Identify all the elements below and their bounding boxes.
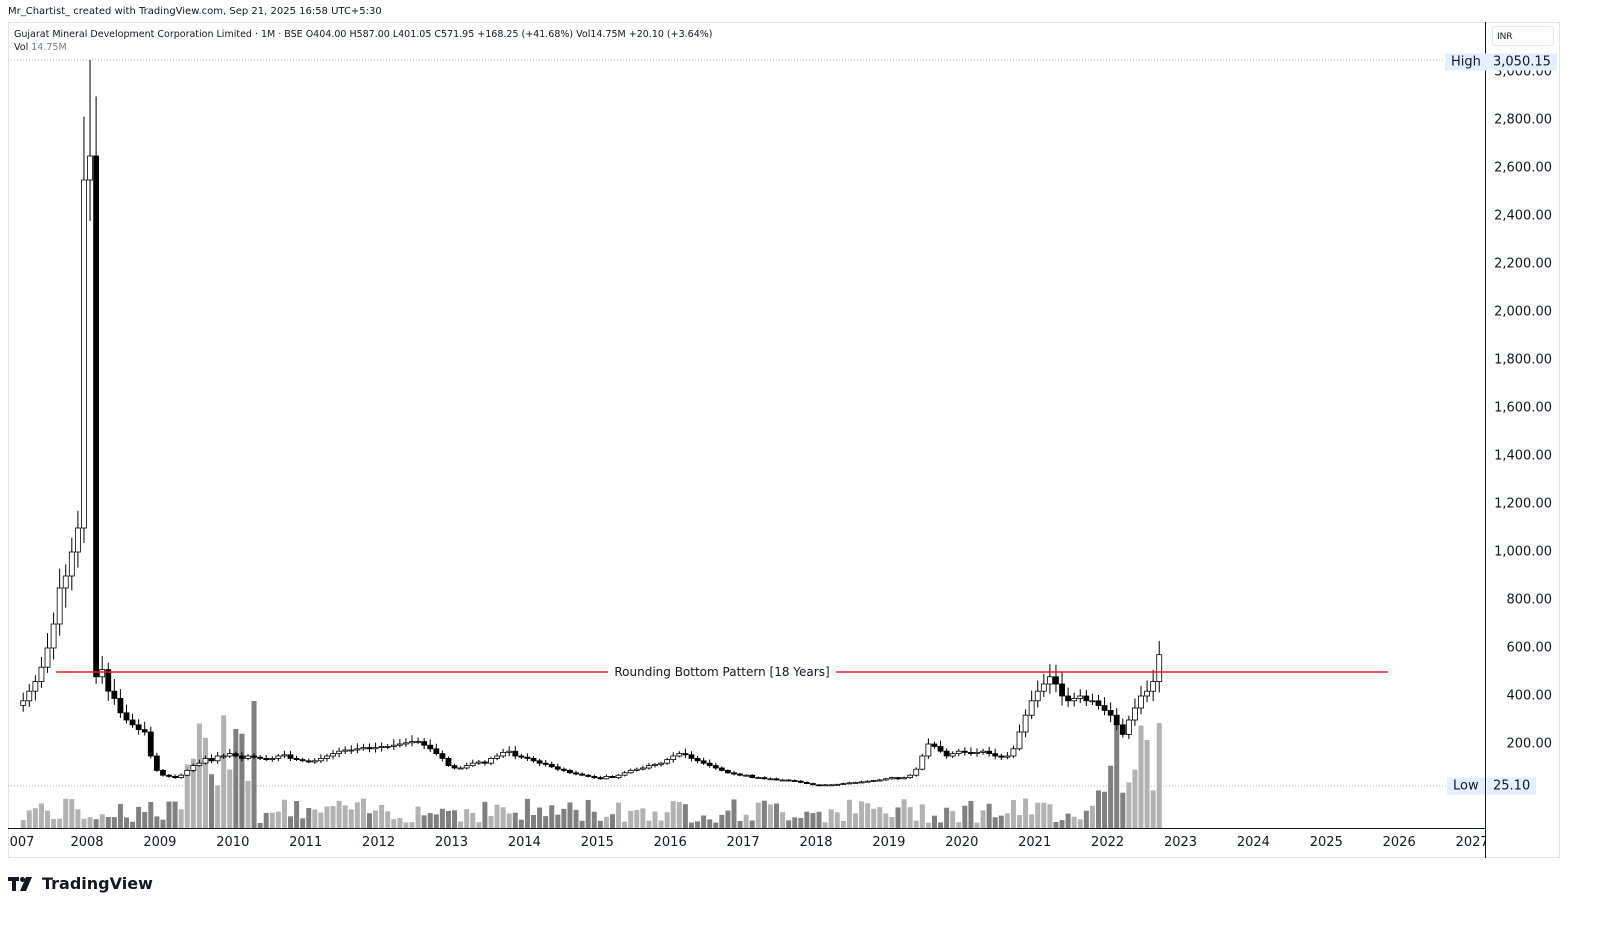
price-axis[interactable]: INR 3,000.00 2,800.00 2,600.00 2,400.00 2,20… (1485, 22, 1560, 858)
time-axis[interactable]: 007 2008 2009 2010 2011 2012 2013 2014 2015 2016 2… (8, 828, 1485, 858)
price-tick: 1,200.00 (1494, 496, 1552, 512)
symbol-info[interactable]: Gujarat Mineral Development Corporation … (14, 29, 713, 40)
low-value-tag: 25.10 (1487, 777, 1537, 795)
price-tick: 2,800.00 (1494, 112, 1552, 128)
tradingview-logo-text: TradingView (42, 874, 153, 893)
year-label: 2017 (726, 835, 760, 850)
price-tick: 2,600.00 (1494, 160, 1552, 176)
year-label: 2010 (216, 835, 250, 850)
high-label-tag: High (1445, 53, 1487, 71)
price-tick: 1,000.00 (1494, 544, 1552, 560)
year-label: 2021 (1018, 835, 1052, 850)
year-label: 2024 (1236, 835, 1270, 850)
volume-bars (20, 701, 1162, 828)
year-label: 2013 (434, 835, 469, 850)
price-tick: 1,800.00 (1494, 352, 1552, 368)
year-label: 2018 (799, 835, 833, 850)
high-value-tag: 3,050.15 (1487, 53, 1557, 71)
low-label-tag: Low (1447, 777, 1485, 795)
price-tick: 800.00 (1506, 592, 1553, 608)
price-tick: 2,400.00 (1494, 208, 1552, 224)
year-label: 2023 (1163, 835, 1198, 850)
currency-button[interactable]: INR (1492, 26, 1554, 46)
year-label: 2027 (1455, 835, 1485, 850)
year-label: 2020 (945, 835, 979, 850)
year-label: 2022 (1091, 835, 1125, 850)
chart-legend: Gujarat Mineral Development Corporation … (14, 28, 712, 54)
year-label: 2025 (1309, 835, 1343, 850)
volume-value: 14.75M (31, 42, 67, 53)
price-tick: 400.00 (1506, 688, 1553, 704)
year-label: 2009 (143, 835, 177, 850)
pattern-annotation[interactable]: Rounding Bottom Pattern [18 Years] (614, 665, 829, 679)
chart-frame (8, 22, 1560, 858)
year-label: 2008 (70, 835, 104, 850)
tradingview-logo-icon (8, 876, 32, 891)
chart-credit: Mr_Chartist_ created with TradingView.co… (8, 6, 382, 17)
price-tick: 200.00 (1506, 736, 1553, 752)
price-tick: 600.00 (1506, 640, 1553, 656)
year-label: 2011 (289, 835, 323, 850)
year-label: 2015 (580, 835, 614, 850)
tradingview-logo[interactable]: TradingView (8, 874, 153, 893)
volume-info[interactable]: Vol 14.75M (14, 41, 712, 54)
year-label: 2016 (653, 835, 687, 850)
year-label: 2012 (362, 835, 396, 850)
candles (20, 59, 1163, 787)
price-tick: 2,000.00 (1494, 304, 1552, 320)
year-label: 2026 (1382, 835, 1416, 850)
year-label: 2019 (872, 835, 906, 850)
price-tick: 1,600.00 (1494, 400, 1552, 416)
candlestick-plot[interactable]: Rounding Bottom Pattern [18 Years] (8, 22, 1485, 828)
year-label: 007 (9, 835, 35, 850)
year-label: 2014 (507, 835, 541, 850)
price-tick: 1,400.00 (1494, 448, 1552, 464)
price-tick: 2,200.00 (1494, 256, 1552, 272)
volume-label: Vol (14, 42, 29, 53)
